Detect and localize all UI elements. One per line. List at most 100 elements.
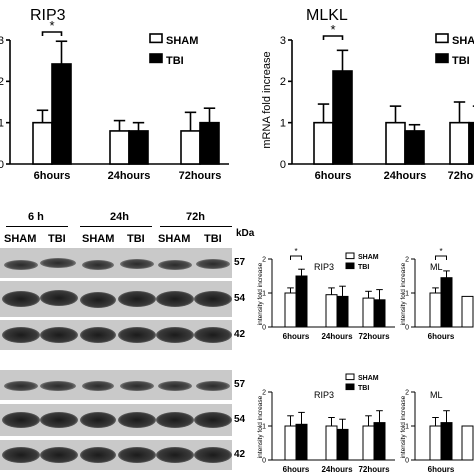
bar-sham (362, 297, 375, 328)
y-tick-label: 1 (0, 118, 4, 130)
x-tick-label: 24hours (321, 332, 353, 341)
blot-lane-label: SHAM (4, 233, 37, 245)
bar-tbi (373, 299, 386, 328)
significance-bracket (322, 35, 344, 40)
legend-swatch-sham (345, 373, 355, 381)
y-tick-label: 3 (0, 35, 4, 47)
blot-group-line-24h (80, 226, 152, 227)
bar-tbi (336, 295, 349, 328)
x-tick-label: 6hours (428, 332, 455, 341)
y-tick-label: 2 (405, 256, 409, 263)
bar-sham (325, 294, 338, 328)
chart-title: ML (430, 390, 443, 400)
y-tick-label: 0 (405, 324, 409, 331)
bar-sham (461, 295, 474, 328)
legend-label: SHAM (358, 375, 379, 382)
x-tick-label: 24hours (321, 465, 353, 474)
bar-tbi (373, 422, 386, 461)
blot-lane-label: TBI (127, 233, 145, 245)
legend-label: TBI (358, 264, 369, 271)
legend-swatch-tbi (149, 53, 163, 64)
legend-swatch-tbi (345, 383, 355, 391)
y-axis-label: intensity fold increase (400, 262, 407, 325)
x-tick-label: 24hours (384, 170, 427, 182)
legend-label: SHAM (166, 35, 198, 47)
y-axis-label: intensity fold increase (257, 395, 264, 458)
y-axis-label: intensity fold increase (257, 262, 264, 325)
chart-title: RIP3 (314, 390, 334, 400)
blot-strip-rip3-top (0, 248, 232, 278)
blot-strip-actin-top (0, 320, 232, 350)
significance-bracket (290, 255, 302, 260)
bar-tbi (336, 428, 349, 461)
legend-swatch-sham (149, 33, 163, 44)
chart-title: MLKL (306, 7, 348, 24)
bar-sham (313, 121, 334, 165)
legend-label: TBI (166, 55, 184, 67)
y-tick-label: 0 (405, 457, 409, 464)
x-tick-label: 72hours (179, 170, 222, 182)
blot-lane-label: TBI (204, 233, 222, 245)
y-tick-label: 1 (280, 118, 286, 130)
blot-lane-label: SHAM (82, 233, 115, 245)
blot-marker: 57 (234, 379, 246, 390)
x-tick-label: 24hours (108, 170, 151, 182)
significance-star: * (294, 247, 297, 256)
y-tick-label: 1 (405, 290, 409, 297)
x-tick-label: 6hours (283, 332, 310, 341)
y-tick-label: 0 (280, 159, 286, 171)
significance-bracket (435, 255, 447, 260)
blot-marker: 57 (234, 257, 246, 268)
bar-sham (362, 425, 375, 461)
blot-marker: 54 (234, 414, 246, 425)
x-tick-label: 6hours (34, 170, 71, 182)
bar-sham (109, 130, 130, 165)
blot-strip-mlkl-bottom (0, 404, 232, 436)
blot-lane-label: SHAM (158, 233, 191, 245)
y-tick-label: 0 (262, 457, 266, 464)
bar-sham (284, 425, 297, 461)
bar-tbi (199, 121, 220, 165)
legend-swatch-tbi (435, 53, 449, 64)
legend-swatch-tbi (345, 262, 355, 270)
significance-bracket (41, 31, 63, 36)
blot-lane-label: TBI (48, 233, 66, 245)
chart-title: ML (430, 262, 443, 272)
x-tick-label: 6hours (428, 465, 455, 474)
bar-tbi (440, 277, 453, 328)
blot-time-6h: 6 h (28, 211, 44, 223)
x-tick-label: 72hours (358, 332, 390, 341)
legend-label: TBI (358, 385, 369, 392)
significance-star: * (49, 18, 54, 33)
x-tick-label: 72hours (448, 170, 474, 182)
bar-tbi (295, 275, 308, 328)
blot-time-72h: 72h (186, 211, 205, 223)
y-tick-label: 0 (262, 324, 266, 331)
blot-kda-label: kDa (236, 228, 255, 239)
y-axis-label: intensity fold increase (400, 395, 407, 458)
bar-tbi (332, 70, 353, 165)
bar-sham (429, 425, 442, 461)
bar-sham (385, 121, 406, 165)
blot-strip-actin-bottom (0, 440, 232, 470)
bar-sham (32, 121, 53, 165)
bar-sham (180, 130, 201, 165)
y-tick-label: 3 (280, 35, 286, 47)
bar-sham (429, 292, 442, 328)
blot-time-24h: 24h (110, 211, 129, 223)
y-axis-label: mRNA fold increase (261, 51, 273, 148)
blot-strip-rip3-bottom (0, 370, 232, 400)
bar-tbi (295, 423, 308, 461)
x-tick-label: 72hours (358, 465, 390, 474)
blot-marker: 42 (234, 329, 246, 340)
y-tick-label: 1 (405, 423, 409, 430)
legend-label: SHAM (452, 35, 474, 47)
blot-group-line-72h (160, 226, 232, 227)
y-tick-label: 2 (0, 76, 4, 88)
bar-sham (325, 425, 338, 461)
bar-tbi (440, 422, 453, 461)
blot-strip-mlkl-top (0, 281, 232, 317)
y-tick-label: 2 (262, 389, 266, 396)
